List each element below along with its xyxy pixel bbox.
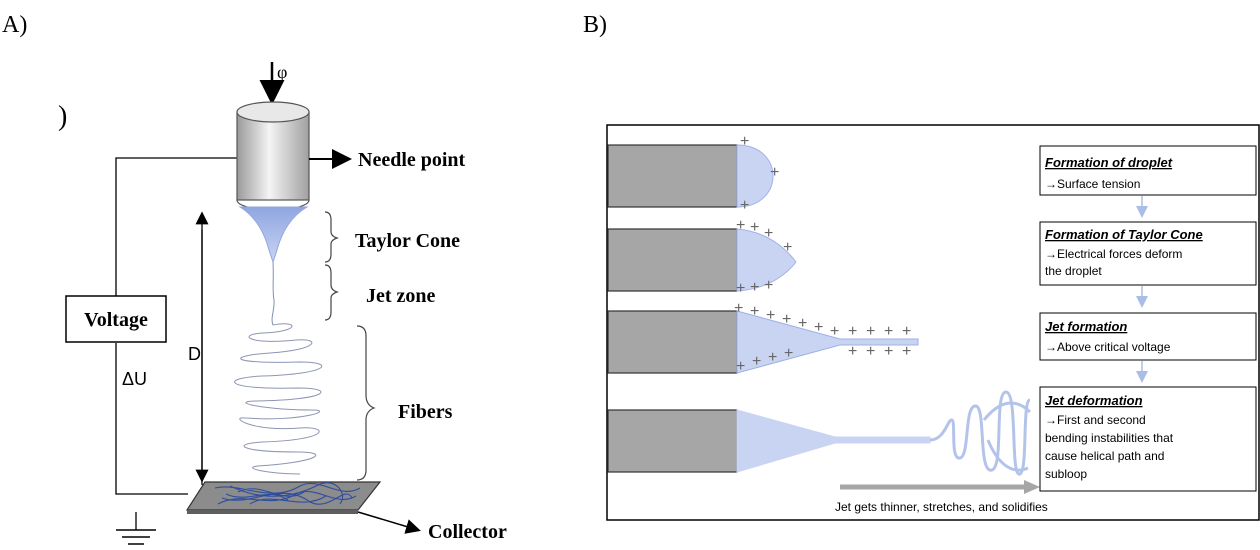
fibers-bracket xyxy=(356,325,376,481)
arrow-caption: Jet gets thinner, stretches, and solidif… xyxy=(835,500,1048,514)
step-4-desc-line-4: subloop xyxy=(1045,467,1087,481)
helical-jet xyxy=(929,390,1032,476)
voltage-label: Voltage xyxy=(84,309,148,331)
svg-text:+: + xyxy=(798,315,807,332)
jet-stream xyxy=(271,261,275,326)
svg-text:+: + xyxy=(848,323,857,340)
droplet-row-2 xyxy=(736,228,797,292)
charges-row-1: + + + xyxy=(740,133,779,214)
wire-top xyxy=(115,157,237,296)
needle-row-1 xyxy=(607,144,738,208)
jet-row-3 xyxy=(736,310,919,374)
svg-text:+: + xyxy=(766,307,775,324)
panel-b: B) + + + + + + + + + + + + + + + xyxy=(583,12,1260,521)
step-box-1: Formation of droplet →Surface tension xyxy=(1039,145,1257,196)
svg-text:+: + xyxy=(814,319,823,336)
ground-icon xyxy=(116,529,156,545)
svg-text:+: + xyxy=(752,353,761,370)
svg-text:+: + xyxy=(866,323,875,340)
svg-text:+: + xyxy=(770,164,779,181)
svg-text:+: + xyxy=(750,303,759,320)
collector-label: Collector xyxy=(428,521,507,543)
needle-cylinder xyxy=(236,101,310,211)
step-box-3: Jet formation →Above critical voltage xyxy=(1039,312,1257,361)
svg-text:+: + xyxy=(784,345,793,362)
flow-symbol: φ xyxy=(277,62,287,82)
fiber-mat xyxy=(214,482,361,505)
fiber-whip xyxy=(234,323,323,475)
needle-row-4 xyxy=(607,409,738,473)
step-box-4: Jet deformation →First and second bendin… xyxy=(1039,386,1257,492)
step-4-desc-line-1: →First and second xyxy=(1045,413,1146,427)
step-1-desc-line-1: →Surface tension xyxy=(1045,177,1140,191)
step-2-title: Formation of Taylor Cone xyxy=(1045,227,1203,242)
needle-label: Needle point xyxy=(358,149,466,171)
svg-text:+: + xyxy=(830,323,839,340)
voltage-box xyxy=(65,295,167,343)
droplet-row-1 xyxy=(736,144,774,208)
charges-row-2: + + + + + + + xyxy=(736,217,792,297)
svg-text:+: + xyxy=(740,197,749,214)
step-box-2: Formation of Taylor Cone →Electrical for… xyxy=(1039,221,1257,286)
charges-row-3: + + + + + + + + + + + + + + + + + + + xyxy=(734,300,911,375)
svg-text:+: + xyxy=(750,279,759,296)
svg-text:+: + xyxy=(750,219,759,236)
step-3-desc-line-1: →Above critical voltage xyxy=(1045,340,1171,354)
svg-text:+: + xyxy=(768,349,777,366)
step-1-title: Formation of droplet xyxy=(1045,155,1173,170)
needle-row-2 xyxy=(607,228,738,292)
step-4-desc-line-3: cause helical path and xyxy=(1045,449,1164,463)
needle-row-3 xyxy=(607,310,738,374)
jet-row-4 xyxy=(736,409,931,473)
delta-u-label: ΔU xyxy=(122,369,147,389)
svg-text:+: + xyxy=(736,280,745,297)
svg-text:+: + xyxy=(884,343,893,360)
svg-text:+: + xyxy=(736,358,745,375)
step-2-desc-line-2: the droplet xyxy=(1045,264,1102,278)
taylor-cone-shape xyxy=(238,206,309,264)
svg-text:+: + xyxy=(783,239,792,256)
panel-b-label: B) xyxy=(583,12,607,38)
svg-text:+: + xyxy=(884,323,893,340)
svg-text:+: + xyxy=(848,343,857,360)
progress-arrow-head xyxy=(1024,480,1040,494)
svg-text:+: + xyxy=(736,217,745,234)
panel-a: A) ) φ Voltage ΔU D Needle point xyxy=(2,12,507,545)
svg-text:+: + xyxy=(782,311,791,328)
svg-text:+: + xyxy=(866,343,875,360)
wire-bottom xyxy=(115,343,188,495)
svg-text:+: + xyxy=(734,300,743,317)
taylor-cone-label: Taylor Cone xyxy=(355,230,460,252)
svg-text:+: + xyxy=(764,277,773,294)
panel-a-label: A) xyxy=(2,12,27,38)
taylor-cone-bracket xyxy=(324,211,339,263)
svg-text:+: + xyxy=(764,225,773,242)
step-4-desc-line-2: bending instabilities that xyxy=(1045,431,1174,445)
stray-paren: ) xyxy=(58,101,67,132)
distance-label: D xyxy=(188,344,201,364)
svg-text:+: + xyxy=(902,323,911,340)
collector-pointer-arrow xyxy=(357,511,421,534)
jet-zone-label: Jet zone xyxy=(366,285,436,307)
fibers-label: Fibers xyxy=(398,401,453,423)
jet-zone-bracket xyxy=(324,264,339,321)
step-2-desc-line-1: →Electrical forces deform xyxy=(1045,247,1182,261)
step-3-title: Jet formation xyxy=(1045,319,1127,334)
svg-text:+: + xyxy=(902,343,911,360)
step-4-title: Jet deformation xyxy=(1045,393,1143,408)
svg-text:+: + xyxy=(740,133,749,150)
collector-edge xyxy=(187,510,358,514)
